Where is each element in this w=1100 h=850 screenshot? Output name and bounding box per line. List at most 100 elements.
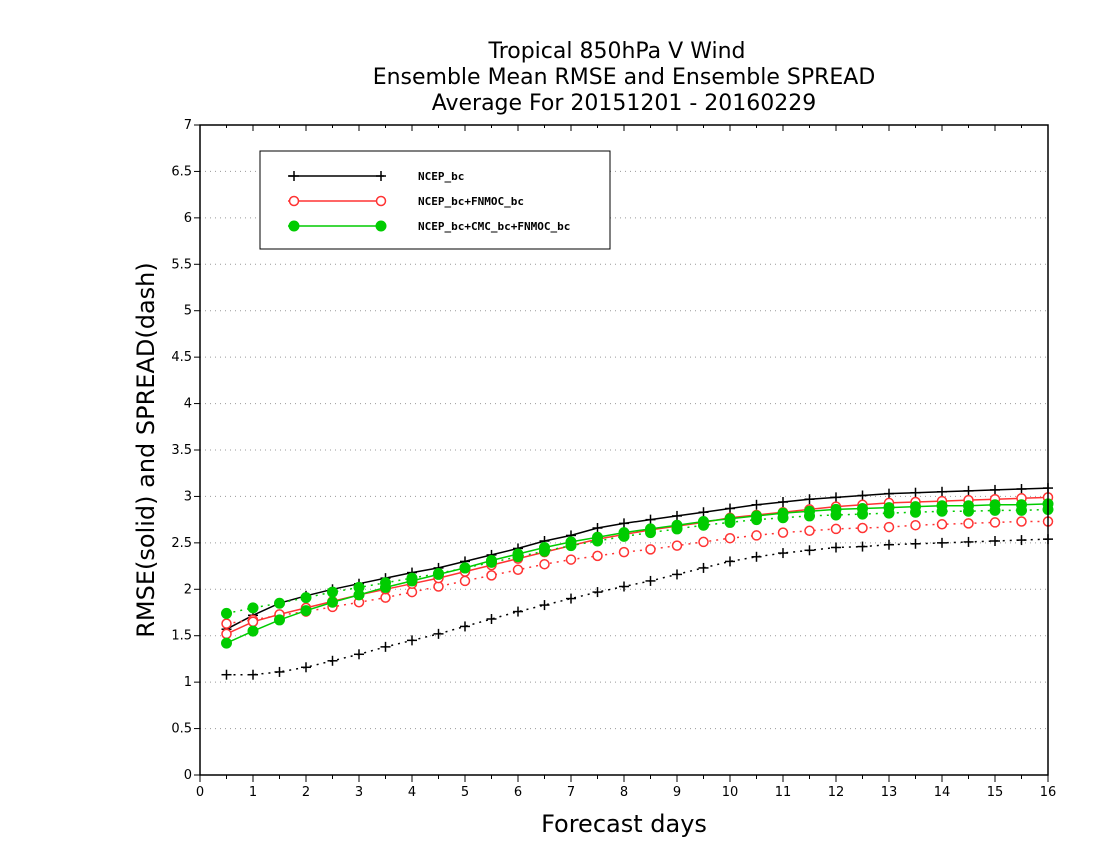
chart-title-line-1: Tropical 850hPa V Wind: [487, 39, 745, 64]
series-1-rmse-line: [226, 487, 1049, 630]
series-2-spread-point: [486, 570, 497, 581]
y-tick-label: 3: [184, 489, 192, 504]
y-tick-label: 7: [184, 118, 192, 133]
y-tick-label: 2: [184, 582, 192, 597]
series-1-spread-point: [857, 541, 868, 552]
y-tick-label: 3.5: [171, 443, 192, 458]
series-1-rmse-point: [937, 486, 947, 497]
series-1-spread-line: [226, 538, 1049, 676]
series-1-spread-point: [698, 562, 709, 573]
series-1-rmse-point: [884, 488, 894, 499]
series-1-spread-point: [831, 542, 841, 553]
series-2-spread-point: [539, 558, 550, 570]
series-2-spread-point: [645, 544, 656, 555]
series-3-rmse-point: [512, 548, 524, 560]
y-tick-label: 6.5: [171, 164, 192, 179]
series-1-spread-point: [592, 587, 603, 598]
series-1-spread-point: [301, 662, 311, 673]
y-tick-label: 6: [184, 211, 192, 226]
y-axis: 0 0.5 1 1.5 2 2.5 3 3.5 4 4.5 5 5.5 6 6.5 7: [171, 118, 200, 783]
series-1-rmse-point: [857, 490, 868, 501]
series-1-spread-point: [274, 666, 285, 677]
series-1-spread-point: [619, 581, 629, 592]
series-3-rmse-point: [989, 499, 1001, 511]
series-1-spread-point: [407, 635, 417, 646]
series-2-spread-point: [936, 519, 948, 530]
series-1-spread-point: [327, 655, 338, 666]
series-1-rmse-point: [990, 484, 1000, 495]
series-1-spread-point: [910, 538, 921, 549]
series-3-rmse-point: [380, 581, 391, 593]
series-1-rmse-point: [1016, 484, 1027, 494]
series-1-rmse-point: [963, 485, 974, 496]
series-3-rmse-point: [698, 516, 709, 527]
series-3-rmse-point: [724, 513, 736, 525]
series-2-spread-point: [777, 527, 789, 538]
series-3-rmse-point: [565, 536, 577, 548]
y-tick-label: 2.5: [171, 536, 192, 551]
series-3-spread-point: [300, 592, 312, 604]
series-2-spread-point: [618, 546, 630, 558]
series-2-spread-point: [989, 517, 1001, 528]
series-2-spread-point: [512, 564, 524, 576]
x-tick-label: 15: [987, 785, 1004, 800]
y-tick-label: 0.5: [171, 722, 192, 737]
x-tick-label: 16: [1040, 785, 1057, 800]
series-1-spread-point: [433, 628, 444, 639]
series-2-spread-point: [857, 522, 868, 534]
series-1-spread-point: [539, 600, 550, 611]
series-2-rmse-line: [226, 496, 1049, 635]
y-tick-label: 1: [184, 675, 192, 690]
series-1-spread-point: [778, 548, 788, 559]
legend-marker: [376, 171, 386, 181]
series-1-spread-point: [566, 593, 576, 604]
series-1-rmse-point: [672, 510, 682, 521]
chart-title-line-2: Ensemble Mean RMSE and Ensemble SPREAD: [373, 65, 876, 90]
series-1-spread-point: [804, 545, 815, 556]
series-1-spread-point: [221, 669, 232, 680]
y-tick-label: 5.5: [171, 257, 192, 272]
series-3-rmse-point: [247, 625, 259, 637]
series-1-spread-point: [380, 641, 391, 652]
series-3-rmse-point: [486, 555, 497, 566]
series-1-spread-point: [990, 536, 1000, 546]
series-3-rmse-point: [910, 501, 921, 513]
series-3-rmse-point: [221, 637, 232, 649]
x-axis: 0 1 2 3 4 5 6 7 8 9 10 11 12 13 14 15 16: [196, 125, 1056, 800]
x-tick-label: 14: [934, 785, 951, 800]
series-2-spread-point: [751, 530, 762, 541]
series-3-rmse-point: [883, 502, 895, 514]
legend-label: NCEP_bc+CMC_bc+FNMOC_bc: [418, 220, 570, 233]
y-tick-label: 4.5: [171, 350, 192, 365]
series-2-spread-point: [698, 536, 709, 548]
series-3-rmse-point: [539, 542, 550, 553]
legend-marker: [375, 220, 387, 232]
legend-marker: [289, 171, 299, 181]
series-2-spread-point: [963, 518, 974, 529]
y-axis-label: RMSE(solid) and SPREAD(dash): [132, 262, 160, 638]
series-2-spread-point: [830, 523, 842, 535]
series-1-spread-point: [725, 556, 735, 567]
series-1-rmse-point: [751, 499, 762, 510]
series-2-spread-point: [724, 532, 736, 544]
series-3-rmse-point: [300, 605, 312, 617]
series-3-rmse-point: [857, 503, 868, 514]
series-3-rmse-point: [327, 596, 338, 608]
series-1-spread-point: [672, 569, 682, 580]
y-tick-label: 5: [184, 304, 192, 319]
series-1-rmse-point: [910, 487, 921, 498]
x-tick-label: 9: [673, 785, 681, 800]
series-2-spread-point: [883, 521, 895, 533]
series-1-spread-point: [645, 575, 656, 586]
series-2-spread-point: [671, 540, 683, 551]
series-1-spread-point: [963, 536, 974, 547]
series-2-spread-point: [910, 519, 921, 531]
series-1-spread-point: [513, 606, 523, 617]
legend-box: [259, 150, 611, 250]
gridlines: [200, 170, 1048, 730]
series-2-spread-point: [221, 618, 232, 629]
series-1-rmse-point: [698, 507, 709, 518]
series-1-spread-point: [937, 537, 947, 548]
x-tick-label: 4: [408, 785, 416, 800]
